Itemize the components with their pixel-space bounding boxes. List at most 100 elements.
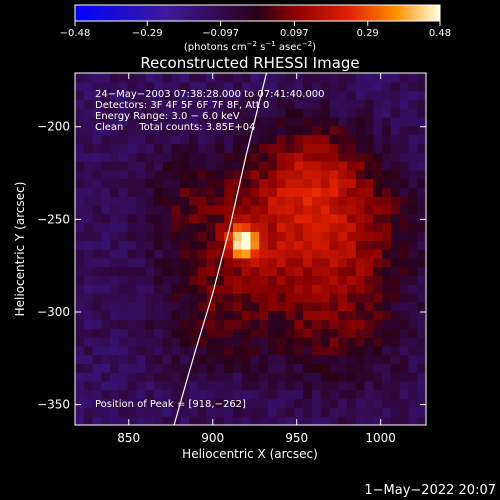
heatmap-cell bbox=[75, 187, 85, 197]
heatmap-cell bbox=[364, 108, 374, 118]
heatmap-cell bbox=[390, 213, 401, 224]
heatmap-cell bbox=[390, 389, 401, 400]
heatmap-cell bbox=[311, 416, 322, 425]
heatmap-cell bbox=[197, 416, 208, 425]
heatmap-cell bbox=[241, 231, 252, 241]
heatmap-cell bbox=[259, 275, 269, 285]
heatmap-cell bbox=[153, 169, 164, 180]
heatmap-cell bbox=[329, 231, 339, 241]
heatmap-cell bbox=[224, 152, 234, 162]
heatmap-cell bbox=[276, 398, 287, 408]
heatmap-cell bbox=[259, 345, 269, 356]
heatmap-cell bbox=[118, 99, 129, 109]
heatmap-cell bbox=[171, 328, 181, 338]
heatmap-cell bbox=[311, 169, 322, 180]
heatmap-cell bbox=[83, 99, 94, 109]
heatmap-cell bbox=[276, 187, 287, 197]
heatmap-cell bbox=[303, 275, 313, 285]
heatmap-cell bbox=[171, 213, 181, 224]
heatmap-cell bbox=[127, 161, 138, 171]
heatmap-cell bbox=[347, 196, 357, 206]
heatmap-cell bbox=[338, 108, 348, 118]
heatmap-cell bbox=[329, 213, 339, 224]
heatmap-cell bbox=[276, 266, 287, 276]
heatmap-cell bbox=[110, 81, 120, 92]
heatmap-cell bbox=[75, 337, 85, 347]
heatmap-cell bbox=[162, 381, 173, 391]
heatmap-cell bbox=[75, 231, 85, 241]
heatmap-cell bbox=[127, 108, 138, 118]
heatmap-cell bbox=[338, 389, 348, 400]
heatmap-cell bbox=[232, 319, 243, 329]
heatmap-cell bbox=[189, 354, 199, 364]
heatmap-cell bbox=[92, 231, 102, 241]
heatmap-cell bbox=[259, 310, 269, 320]
heatmap-cell bbox=[224, 73, 234, 83]
heatmap-cell bbox=[399, 337, 410, 347]
heatmap-cell bbox=[153, 99, 164, 109]
heatmap-cell bbox=[399, 205, 410, 215]
heatmap-cell bbox=[364, 301, 374, 312]
heatmap-cell bbox=[373, 134, 383, 144]
heatmap-cell bbox=[320, 125, 331, 136]
heatmap-cell bbox=[250, 266, 260, 276]
heatmap-cell bbox=[101, 416, 111, 425]
heatmap-cell bbox=[118, 81, 129, 92]
heatmap-cell bbox=[399, 222, 410, 232]
heatmap-cell bbox=[311, 196, 322, 206]
heatmap-cell bbox=[303, 381, 313, 391]
heatmap-cell bbox=[241, 337, 252, 347]
heatmap-cell bbox=[83, 354, 94, 364]
heatmap-cell bbox=[285, 293, 295, 303]
heatmap-cell bbox=[320, 266, 331, 276]
heatmap-cell bbox=[75, 345, 85, 356]
heatmap-cell bbox=[153, 240, 164, 250]
heatmap-cell bbox=[250, 240, 260, 250]
heatmap-cell bbox=[285, 407, 295, 417]
heatmap-cell bbox=[259, 293, 269, 303]
heatmap-cell bbox=[294, 319, 304, 329]
heatmap-cell bbox=[399, 389, 410, 400]
heatmap-cell bbox=[83, 284, 94, 294]
heatmap-cell bbox=[162, 196, 173, 206]
heatmap-cell bbox=[329, 99, 339, 109]
heatmap-cell bbox=[320, 398, 331, 408]
heatmap-cell bbox=[224, 345, 234, 356]
heatmap-cell bbox=[338, 328, 348, 338]
heatmap-cell bbox=[206, 249, 217, 259]
heatmap-cell bbox=[355, 205, 366, 215]
heatmap-cell bbox=[153, 152, 164, 162]
heatmap-cell bbox=[250, 90, 260, 100]
heatmap-cell bbox=[417, 108, 426, 118]
heatmap-cell bbox=[180, 363, 190, 373]
heatmap-cell bbox=[259, 161, 269, 171]
x-tick-label: 950 bbox=[285, 431, 308, 445]
heatmap-cell bbox=[75, 99, 85, 109]
heatmap-cell bbox=[162, 416, 173, 425]
heatmap-cell bbox=[268, 222, 278, 232]
heatmap-cell bbox=[145, 231, 155, 241]
heatmap-cell bbox=[250, 161, 260, 171]
heatmap-cell bbox=[153, 416, 164, 425]
heatmap-cell bbox=[162, 231, 173, 241]
heatmap-cell bbox=[355, 213, 366, 224]
heatmap-cell bbox=[250, 143, 260, 153]
heatmap-cell bbox=[189, 152, 199, 162]
heatmap-cell bbox=[197, 363, 208, 373]
heatmap-cell bbox=[355, 231, 366, 241]
solar-limb-line bbox=[173, 73, 268, 425]
heatmap-cell bbox=[110, 249, 120, 259]
heatmap-cell bbox=[101, 152, 111, 162]
heatmap-cell bbox=[417, 152, 426, 162]
heatmap-cell bbox=[268, 301, 278, 312]
heatmap-cell bbox=[311, 125, 322, 136]
heatmap-cell bbox=[276, 293, 287, 303]
heatmap-cell bbox=[162, 398, 173, 408]
heatmap-cell bbox=[215, 301, 225, 312]
heatmap-cell bbox=[162, 354, 173, 364]
heatmap-cell bbox=[373, 73, 383, 83]
heatmap-cell bbox=[110, 152, 120, 162]
heatmap-cell bbox=[329, 275, 339, 285]
heatmap-cell bbox=[250, 416, 260, 425]
heatmap-cell bbox=[399, 398, 410, 408]
